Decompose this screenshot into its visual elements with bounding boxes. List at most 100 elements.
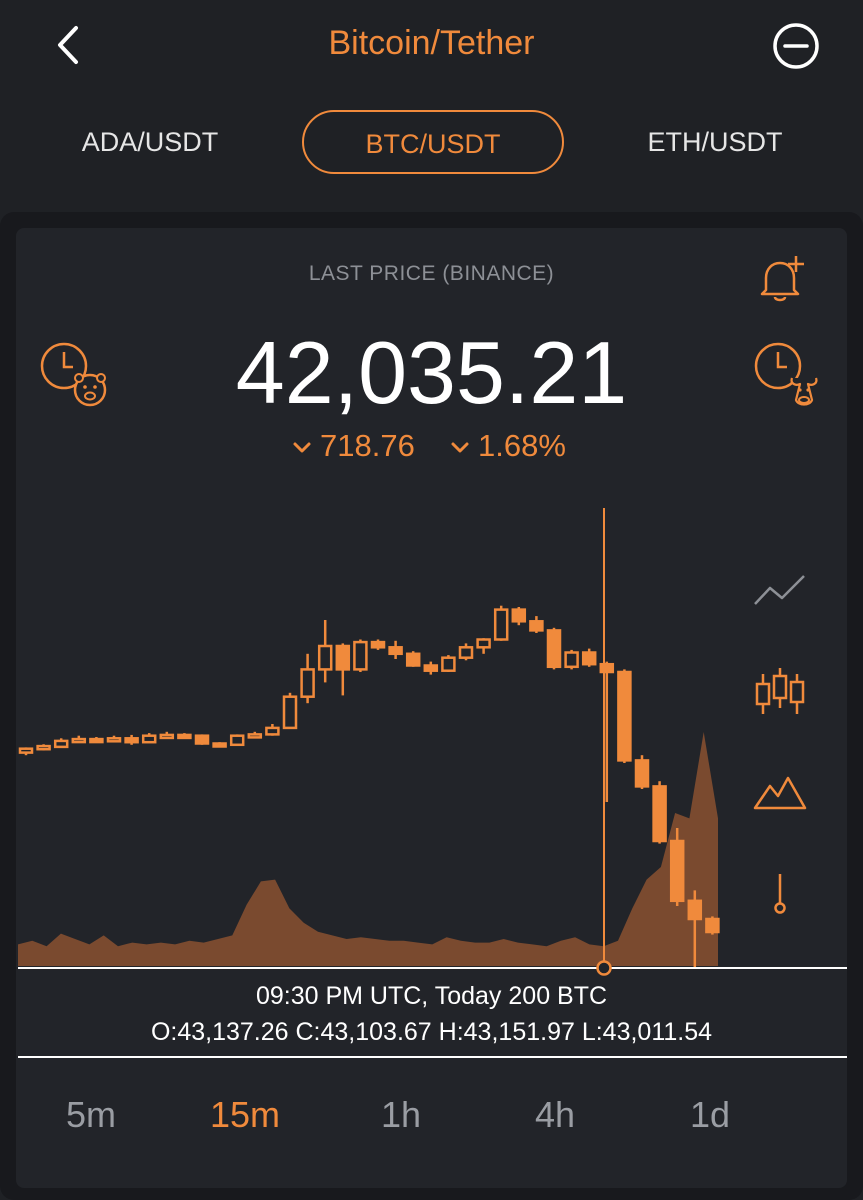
candle bbox=[71, 735, 87, 744]
candle-body-down bbox=[617, 670, 632, 762]
candle-body-down bbox=[212, 742, 227, 748]
back-button[interactable] bbox=[48, 22, 88, 68]
candle-body-up bbox=[282, 695, 298, 730]
bell-plus-icon bbox=[760, 256, 804, 302]
timeframe-1h[interactable]: 1h bbox=[381, 1094, 422, 1135]
page-title: Bitcoin/Tether bbox=[328, 24, 535, 62]
chevron-down-icon bbox=[451, 442, 469, 453]
candle bbox=[141, 733, 157, 744]
volume-area-shape bbox=[18, 732, 718, 966]
candle bbox=[18, 747, 34, 756]
candle bbox=[53, 738, 69, 749]
candlestick-series bbox=[18, 605, 720, 969]
clock-bear-icon bbox=[40, 342, 107, 407]
candle bbox=[335, 643, 351, 696]
area-chart-button[interactable] bbox=[752, 770, 808, 814]
candle-body-down bbox=[599, 662, 615, 674]
timeframe-1d[interactable]: 1d bbox=[690, 1094, 731, 1135]
chevron-left-icon bbox=[58, 26, 78, 64]
candle-body-down bbox=[546, 629, 562, 669]
candle-body-up bbox=[441, 656, 456, 672]
candle-body-down bbox=[511, 608, 527, 623]
candle-body-up bbox=[458, 646, 474, 659]
candle bbox=[370, 639, 386, 650]
candle bbox=[634, 755, 650, 789]
candle bbox=[177, 733, 192, 740]
timeframe-15m[interactable]: 15m bbox=[210, 1094, 281, 1135]
candle-body-up bbox=[564, 651, 579, 669]
line-chart-button[interactable] bbox=[752, 568, 808, 612]
candle bbox=[476, 638, 491, 654]
candle bbox=[300, 653, 315, 704]
last-price-value: 42,035.21 bbox=[235, 323, 628, 422]
candle-body-down bbox=[89, 737, 104, 744]
crosshair-time-volume: 09:30 PM UTC, Today 200 BTC bbox=[255, 982, 608, 1010]
candle bbox=[529, 616, 544, 633]
change-abs-value: 718.76 bbox=[320, 428, 415, 463]
candle-body-up bbox=[141, 734, 157, 744]
candle-body-up bbox=[300, 668, 315, 698]
candle bbox=[687, 890, 703, 969]
candle-body-up bbox=[476, 638, 491, 649]
candle-body-down bbox=[687, 899, 703, 921]
candle-body-down bbox=[388, 646, 403, 656]
candle bbox=[546, 627, 562, 670]
last-price-label: LAST PRICE (BINANCE) bbox=[308, 262, 555, 285]
candle-body-down bbox=[335, 644, 351, 671]
timeframe-4h[interactable]: 4h bbox=[535, 1094, 576, 1135]
candle bbox=[194, 734, 210, 745]
candle-body-up bbox=[229, 734, 245, 747]
candle-body-up bbox=[265, 726, 280, 736]
candle bbox=[106, 735, 122, 743]
bull-history-button[interactable] bbox=[752, 340, 830, 410]
chevron-down-icon bbox=[293, 442, 311, 453]
candle-body-down bbox=[405, 652, 421, 667]
candle bbox=[511, 607, 527, 626]
candle-body-down bbox=[634, 759, 650, 788]
alert-button[interactable] bbox=[752, 250, 810, 308]
candle bbox=[89, 737, 104, 744]
crosshair-ohlc: O:43,137.26 C:43,103.67 H:43,151.97 L:43… bbox=[150, 1018, 713, 1046]
candlestick-icon bbox=[755, 668, 805, 714]
candle bbox=[405, 651, 421, 667]
candle-body-up bbox=[36, 744, 51, 751]
minus-circle-icon bbox=[773, 23, 819, 69]
price-change-abs: 718.76 bbox=[292, 428, 415, 464]
candle bbox=[317, 620, 333, 683]
price-change-pct: 1.68% bbox=[450, 428, 566, 464]
candle-body-up bbox=[247, 733, 263, 739]
candle-chart-button[interactable] bbox=[752, 664, 808, 720]
candle bbox=[282, 692, 298, 730]
timeframe-5m[interactable]: 5m bbox=[66, 1094, 117, 1135]
candle-body-up bbox=[18, 747, 34, 754]
candle bbox=[159, 731, 175, 740]
tab-btc-usdt[interactable]: BTC/USDT bbox=[302, 110, 564, 174]
candle bbox=[493, 605, 509, 641]
candle bbox=[652, 781, 667, 844]
candle bbox=[564, 649, 579, 670]
bear-history-button[interactable] bbox=[38, 340, 112, 410]
change-pct-value: 1.68% bbox=[478, 428, 566, 463]
line-chart-icon bbox=[754, 575, 805, 605]
tab-eth-usdt[interactable]: ETH/USDT bbox=[647, 127, 783, 157]
thermometer-icon bbox=[774, 874, 786, 914]
candle bbox=[423, 661, 439, 675]
candle bbox=[458, 643, 474, 661]
indicator-button[interactable] bbox=[768, 870, 792, 916]
info-divider bbox=[18, 1056, 847, 1058]
candle-body-up bbox=[317, 644, 333, 671]
candle-body-down bbox=[705, 917, 720, 934]
candle bbox=[388, 640, 403, 659]
candle-body-up bbox=[493, 608, 509, 641]
candle bbox=[581, 648, 597, 667]
candle bbox=[247, 731, 263, 739]
candle bbox=[599, 661, 615, 802]
crosshair-handle[interactable] bbox=[596, 960, 612, 976]
close-button[interactable] bbox=[770, 20, 822, 72]
candle bbox=[124, 734, 139, 745]
candle-body-down bbox=[177, 733, 192, 740]
candle-body-down bbox=[194, 734, 210, 745]
candle bbox=[617, 669, 632, 763]
price-chart[interactable] bbox=[0, 490, 863, 980]
tab-ada-usdt[interactable]: ADA/USDT bbox=[81, 127, 219, 157]
